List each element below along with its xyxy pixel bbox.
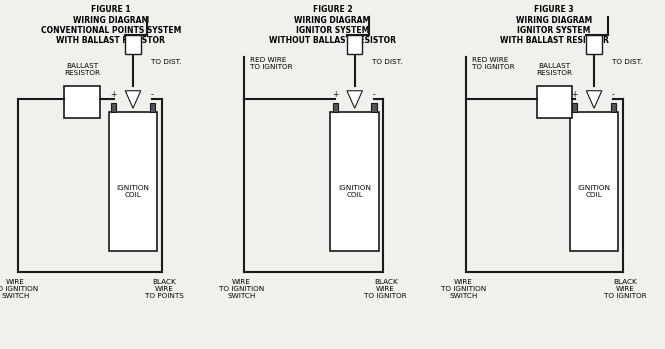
Text: IGNITION
COIL: IGNITION COIL — [578, 185, 610, 199]
Text: FIGURE 3
WIRING DIAGRAM
IGNITOR SYSTEM
WITH BALLAST RESISTOR: FIGURE 3 WIRING DIAGRAM IGNITOR SYSTEM W… — [499, 5, 608, 45]
Text: -: - — [372, 90, 376, 99]
Bar — [347, 35, 362, 54]
Text: FIGURE 1
WIRING DIAGRAM
CONVENTIONAL POINTS SYSTEM
WITH BALLAST RESISTOR: FIGURE 1 WIRING DIAGRAM CONVENTIONAL POI… — [41, 5, 181, 45]
Text: BALLAST
RESISTOR: BALLAST RESISTOR — [537, 63, 573, 76]
Text: RED WIRE
TO IGNITOR: RED WIRE TO IGNITOR — [251, 57, 293, 70]
Text: BLACK
WIRE
TO IGNITOR: BLACK WIRE TO IGNITOR — [364, 279, 407, 299]
Text: -: - — [151, 90, 154, 99]
Text: IGNITION
COIL: IGNITION COIL — [116, 185, 150, 199]
Bar — [331, 112, 379, 251]
Bar — [150, 103, 155, 112]
Text: +: + — [110, 90, 117, 99]
Bar — [108, 112, 158, 251]
Bar — [537, 87, 573, 118]
Bar — [587, 35, 602, 54]
Text: BALLAST
RESISTOR: BALLAST RESISTOR — [64, 63, 100, 76]
Polygon shape — [587, 91, 602, 108]
Text: +: + — [332, 90, 338, 99]
Bar — [125, 35, 141, 54]
Text: TO DIST.: TO DIST. — [372, 59, 403, 65]
Bar — [610, 103, 616, 112]
Text: FIGURE 2
WIRING DIAGRAM
IGNITOR SYSTEM
WITHOUT BALLAST RESISTOR: FIGURE 2 WIRING DIAGRAM IGNITOR SYSTEM W… — [269, 5, 396, 45]
Text: WIRE
TO IGNITION
SWITCH: WIRE TO IGNITION SWITCH — [441, 279, 486, 299]
Bar — [111, 103, 116, 112]
Text: RED WIRE
TO IGNITOR: RED WIRE TO IGNITOR — [472, 57, 515, 70]
Text: BLACK
WIRE
TO POINTS: BLACK WIRE TO POINTS — [144, 279, 184, 299]
Text: IGNITION
COIL: IGNITION COIL — [338, 185, 371, 199]
Bar — [572, 103, 577, 112]
Text: TO DIST.: TO DIST. — [151, 59, 181, 65]
Bar — [371, 103, 377, 112]
Text: WIRE
TO IGNITION
SWITCH: WIRE TO IGNITION SWITCH — [0, 279, 38, 299]
Text: BLACK
WIRE
TO IGNITOR: BLACK WIRE TO IGNITOR — [604, 279, 646, 299]
Bar — [332, 103, 338, 112]
Polygon shape — [125, 91, 141, 108]
Bar — [570, 112, 618, 251]
Text: WIRE
TO IGNITION
SWITCH: WIRE TO IGNITION SWITCH — [219, 279, 264, 299]
Bar — [65, 87, 100, 118]
Text: +: + — [571, 90, 578, 99]
Text: -: - — [612, 90, 615, 99]
Polygon shape — [347, 91, 362, 108]
Text: TO DIST.: TO DIST. — [612, 59, 642, 65]
